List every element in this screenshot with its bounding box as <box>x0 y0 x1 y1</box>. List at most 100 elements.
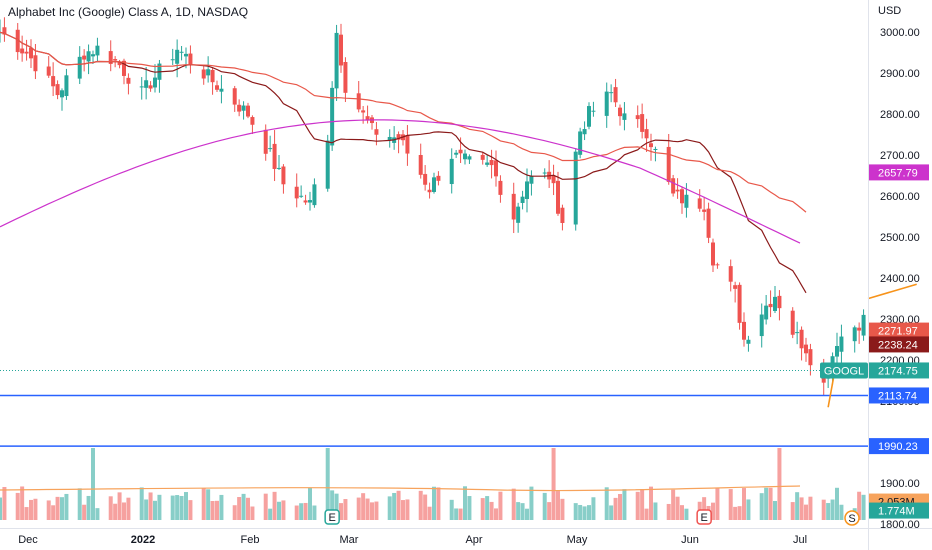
time-axis[interactable]: Dec 2022 Feb Mar Apr May Jun Jul E E S <box>0 509 932 546</box>
candle-body <box>2 27 7 35</box>
candle-body <box>715 264 720 266</box>
candle-body <box>666 146 671 182</box>
volume-bar <box>60 497 64 520</box>
chart-title: Alphabet Inc (Google) Class A, 1D, NASDA… <box>8 5 249 19</box>
candle-body <box>551 175 556 184</box>
volume-bar <box>144 499 149 520</box>
candle-body <box>46 66 51 76</box>
volume-bar <box>29 499 33 520</box>
volume-bar <box>95 508 100 520</box>
candle-body <box>15 29 20 53</box>
volume-bar <box>396 490 401 520</box>
volume-bar <box>653 502 658 520</box>
volume-bar <box>511 488 516 520</box>
volume-bar <box>489 501 494 520</box>
candle-body <box>711 242 715 266</box>
candle-body <box>613 87 618 103</box>
candle-body <box>91 54 95 57</box>
candle-body <box>179 51 184 53</box>
candle-body <box>153 77 157 88</box>
volume-bar <box>299 503 304 520</box>
moving-averages <box>0 31 807 492</box>
candle-body <box>835 346 839 357</box>
volume-bar <box>587 505 591 520</box>
volume-bar <box>77 488 82 520</box>
price-tag-label: 2174.75 <box>878 365 918 377</box>
candle-body <box>706 208 711 238</box>
price-tag <box>869 322 929 339</box>
volume-bar <box>277 501 281 520</box>
candle-body <box>609 92 614 94</box>
candle-body <box>777 295 782 309</box>
volume-bar <box>759 493 764 520</box>
dividend-icon <box>844 510 860 526</box>
time-tick-label: Feb <box>241 534 260 546</box>
volume-bar <box>122 502 126 520</box>
price-tag <box>869 387 929 404</box>
candle-body <box>374 129 379 135</box>
volume-bar <box>308 487 312 520</box>
candle-body <box>325 140 330 189</box>
time-tick-label: Mar <box>340 534 359 546</box>
candle-body <box>312 184 317 206</box>
candle-body <box>281 166 286 185</box>
price-tick-label: 2400.00 <box>880 273 920 285</box>
volume-bar <box>55 496 60 520</box>
candle-body <box>759 314 764 337</box>
volume-bar <box>764 487 769 520</box>
volume-bar <box>821 499 826 520</box>
volume-bar <box>241 493 246 520</box>
volume-bar <box>188 500 193 520</box>
volume-bar <box>184 492 188 520</box>
candle-body <box>728 266 733 282</box>
volume-bar <box>108 496 113 520</box>
candle-body <box>640 114 645 132</box>
volume-bar <box>33 498 38 520</box>
symbol-tag <box>820 362 868 379</box>
price-tag <box>869 164 929 181</box>
volume-bar <box>334 493 339 520</box>
candle-body <box>454 152 459 155</box>
candle-body <box>117 61 122 66</box>
volume-bar <box>684 508 689 520</box>
candle-body <box>175 49 180 64</box>
volume-bar <box>666 503 671 520</box>
volume-bar <box>82 504 87 520</box>
volume-bar <box>582 506 587 520</box>
volume-bar <box>210 500 215 520</box>
volume-bar <box>281 500 286 520</box>
candle-body <box>201 69 206 79</box>
volume-bar <box>857 491 862 520</box>
candle-body <box>790 310 795 335</box>
ma50-line <box>0 31 807 213</box>
volume-bar <box>525 508 529 520</box>
earnings-event-label: E <box>328 512 335 524</box>
candle-body <box>24 51 29 54</box>
candle-body <box>746 339 751 344</box>
volume-bar <box>542 492 547 520</box>
candle-body <box>268 148 273 150</box>
candle-body <box>206 69 211 76</box>
price-axis[interactable]: USD 3000.00 2900.00 2800.00 2700.00 2600.00 25… <box>868 0 920 550</box>
volume-bar <box>365 498 370 520</box>
candle-body <box>77 56 82 79</box>
time-tick-label: Jul <box>793 534 807 546</box>
candle-body <box>144 80 149 88</box>
candle-body <box>653 148 658 150</box>
volume-bar <box>423 494 428 520</box>
candle-body <box>839 336 844 352</box>
candle-body <box>423 173 428 185</box>
price-tag <box>869 502 929 519</box>
candle-body <box>339 34 343 66</box>
volume-bar <box>830 499 835 520</box>
volume-bar <box>387 496 392 520</box>
candle-body <box>55 84 60 96</box>
candle-body <box>480 154 485 160</box>
candle-body <box>361 110 366 113</box>
volume-bar <box>356 497 361 520</box>
volume-bar <box>219 494 224 520</box>
volume-bar <box>418 490 423 520</box>
candle-body <box>241 105 246 111</box>
